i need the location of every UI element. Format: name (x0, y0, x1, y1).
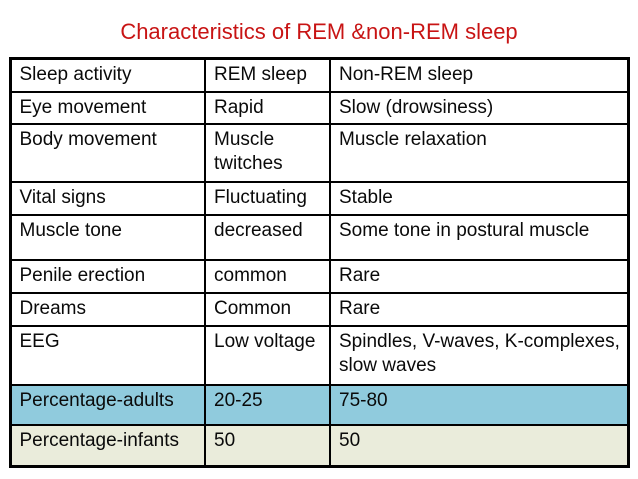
rem-value: Rapid (204, 90, 331, 125)
nrem-value: Slow (drowsiness) (329, 90, 629, 125)
rem-value: Muscle twitches (204, 122, 331, 183)
rem-value: 50 (204, 423, 331, 468)
table-row-eeg: EEG Low voltage Spindles, V-waves, K-com… (9, 324, 629, 386)
column-header-non-rem-sleep: Non-REM sleep (329, 57, 629, 93)
row-label: Muscle tone (9, 213, 206, 261)
nrem-value: Rare (329, 258, 629, 294)
row-label: Percentage-infants (9, 423, 206, 468)
row-label: Vital signs (9, 180, 206, 216)
page-title: Characteristics of REM &non-REM sleep (120, 19, 518, 44)
sleep-characteristics-table: Sleep activity REM sleep Non-REM sleep E… (8, 57, 630, 468)
table-row-penile-erection: Penile erection common Rare (9, 258, 629, 294)
rem-value: 20-25 (204, 383, 331, 426)
table-row-body-movement: Body movement Muscle twitches Muscle rel… (9, 122, 629, 183)
column-header-rem-sleep: REM sleep (204, 57, 331, 93)
table-row-muscle-tone: Muscle tone decreased Some tone in postu… (9, 213, 629, 261)
nrem-value: Spindles, V-waves, K-complexes, slow wav… (329, 324, 629, 386)
row-label: EEG (9, 324, 206, 386)
rem-value: Fluctuating (204, 180, 331, 216)
nrem-value: 50 (329, 423, 629, 468)
row-label: Penile erection (9, 258, 206, 294)
row-label: Dreams (9, 291, 206, 327)
table-row-vital-signs: Vital signs Fluctuating Stable (9, 180, 629, 216)
nrem-value: Some tone in postural muscle (329, 213, 629, 261)
rem-value: decreased (204, 213, 331, 261)
rem-value: common (204, 258, 331, 294)
column-header-sleep-activity: Sleep activity (9, 57, 206, 93)
nrem-value: Rare (329, 291, 629, 327)
table-row-eye-movement: Eye movement Rapid Slow (drowsiness) (9, 90, 629, 125)
rem-value: Low voltage (204, 324, 331, 386)
rem-value: Common (204, 291, 331, 327)
nrem-value: 75-80 (329, 383, 629, 426)
nrem-value: Stable (329, 180, 629, 216)
row-label: Eye movement (9, 90, 206, 125)
table-row-percentage-infants: Percentage-infants 50 50 (9, 423, 629, 468)
table-header-row: Sleep activity REM sleep Non-REM sleep (9, 57, 629, 93)
nrem-value: Muscle relaxation (329, 122, 629, 183)
table-row-dreams: Dreams Common Rare (9, 291, 629, 327)
table-row-percentage-adults: Percentage-adults 20-25 75-80 (9, 383, 629, 426)
row-label: Percentage-adults (9, 383, 206, 426)
row-label: Body movement (9, 122, 206, 183)
